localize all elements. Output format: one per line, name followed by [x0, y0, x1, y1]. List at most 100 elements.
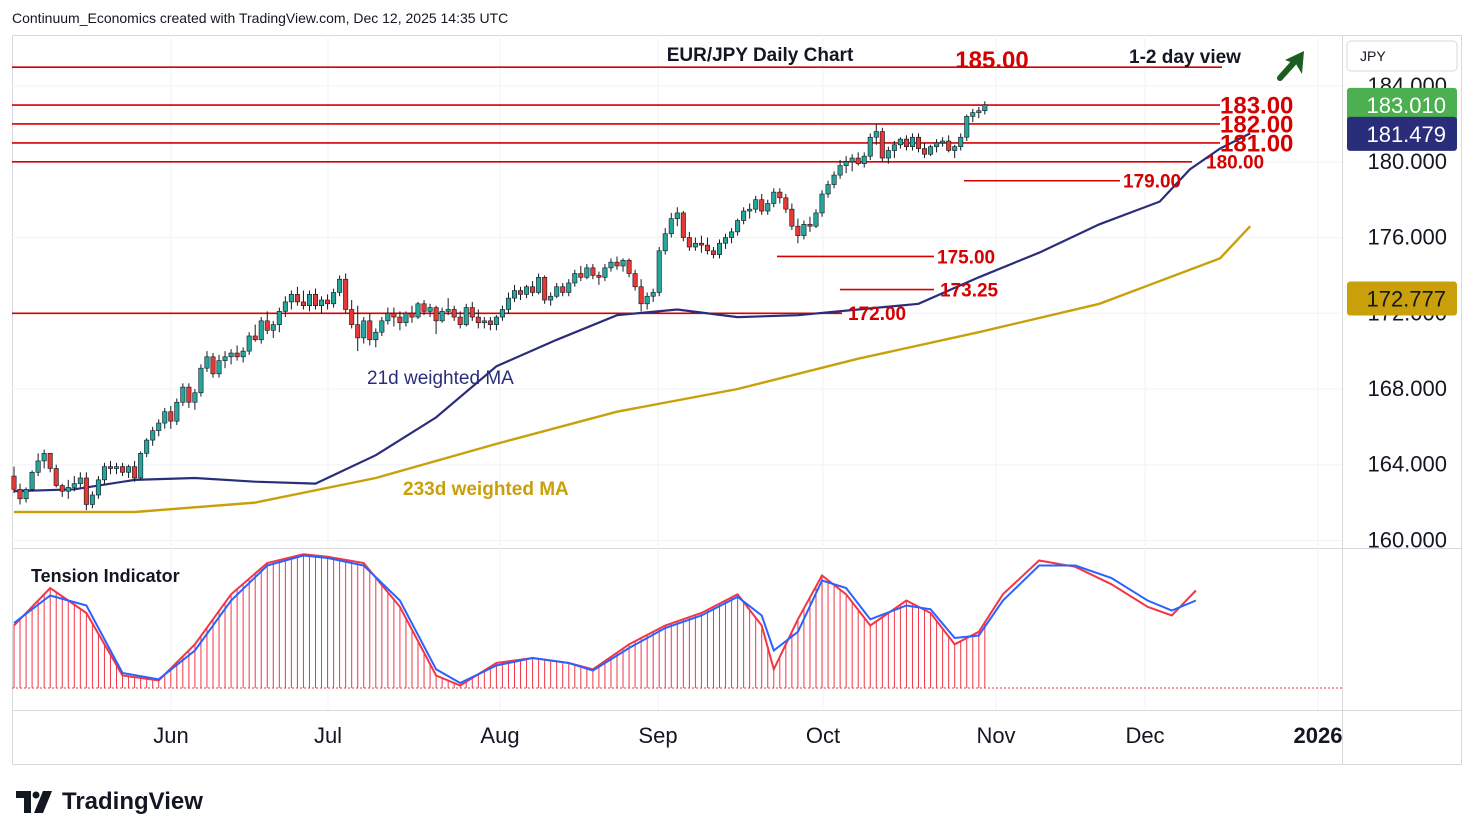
candle — [837, 159, 843, 179]
candle — [222, 351, 228, 369]
tension-label: Tension Indicator — [31, 566, 180, 586]
candle-body — [686, 237, 692, 248]
candle-body — [946, 140, 952, 151]
candle — [505, 292, 511, 314]
candle-body — [114, 466, 120, 469]
candle-body — [445, 309, 451, 312]
candle-body — [469, 307, 475, 318]
candle — [686, 231, 692, 251]
candle — [717, 239, 723, 259]
x-tick-label: Jun — [153, 723, 188, 748]
candle — [759, 194, 765, 215]
candle-body — [421, 303, 427, 312]
candle — [150, 426, 156, 446]
candle — [934, 139, 940, 153]
candle — [897, 137, 903, 149]
candle-body — [554, 286, 560, 297]
candle-body — [403, 312, 409, 324]
candle-body — [457, 316, 463, 325]
candle — [710, 247, 716, 259]
price-tag-box — [1347, 87, 1457, 122]
candle-body — [698, 242, 704, 246]
candle-body — [300, 301, 306, 306]
candle-body — [970, 112, 976, 117]
candle — [114, 462, 120, 475]
candle — [783, 194, 789, 213]
candle-body — [493, 316, 499, 325]
candle-body — [144, 439, 150, 454]
candle-body — [861, 155, 867, 165]
candle — [813, 209, 819, 229]
tradingview-logo[interactable]: TradingView — [16, 788, 203, 816]
ma21-line — [13, 132, 1251, 493]
candle — [518, 286, 524, 301]
candle — [771, 188, 777, 208]
candle-body — [162, 411, 168, 424]
candle — [162, 407, 168, 429]
candle-body — [909, 136, 915, 147]
candle — [970, 108, 976, 123]
candle — [578, 265, 584, 282]
candle-body — [644, 295, 650, 305]
candle-body — [252, 335, 258, 341]
candle — [180, 383, 186, 407]
candle — [747, 203, 753, 219]
candle — [566, 279, 572, 297]
candle — [843, 156, 849, 174]
candle — [361, 317, 367, 344]
candle-body — [518, 290, 524, 295]
price-tag-box — [1347, 116, 1457, 151]
candle — [795, 218, 801, 244]
candle — [252, 324, 258, 342]
candle — [23, 487, 29, 503]
candle-body — [397, 316, 403, 324]
candle — [216, 354, 222, 378]
candle — [765, 199, 771, 215]
candle — [65, 479, 71, 499]
candle — [493, 315, 499, 331]
candle-body — [276, 311, 282, 325]
candle-body — [964, 116, 970, 138]
candle-body — [258, 320, 264, 341]
candle — [867, 133, 873, 160]
candle-body — [361, 320, 367, 339]
candle-body — [885, 150, 891, 159]
candle — [204, 351, 210, 372]
candle — [391, 307, 397, 327]
candle-body — [89, 494, 95, 505]
candle — [258, 317, 264, 344]
candle-body — [819, 193, 825, 214]
candle-body — [626, 259, 632, 274]
candle — [940, 137, 946, 147]
candle — [427, 303, 433, 318]
candle — [632, 269, 638, 291]
candle — [879, 127, 885, 162]
candle — [107, 460, 113, 475]
currency-box — [1346, 40, 1458, 72]
candle — [530, 281, 536, 297]
candle-body — [614, 261, 620, 267]
candle — [855, 152, 861, 166]
candle — [861, 152, 867, 168]
candle-body — [53, 468, 59, 486]
candle-body — [17, 489, 23, 500]
candle-body — [487, 320, 493, 325]
candle-body — [771, 191, 777, 204]
candle-body — [650, 292, 656, 297]
candle-body — [409, 312, 415, 318]
candle — [885, 146, 891, 164]
candle-body — [77, 477, 83, 484]
chart-title: EUR/JPY Daily Chart — [667, 45, 854, 66]
candle — [831, 171, 837, 189]
candle-body — [373, 331, 379, 341]
candle-body — [343, 278, 349, 310]
candle — [319, 296, 325, 314]
candle-body — [813, 212, 819, 227]
candle-body — [415, 303, 421, 318]
candle — [415, 301, 421, 319]
candle-body — [741, 210, 747, 221]
y-tick-label: 176.000 — [1367, 225, 1447, 250]
candle — [536, 273, 542, 295]
candle — [234, 345, 240, 361]
